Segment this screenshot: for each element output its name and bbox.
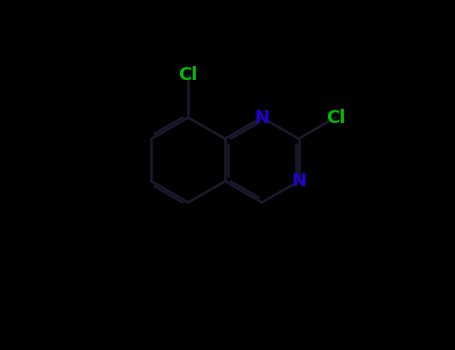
Text: N: N [291,172,306,190]
Text: Cl: Cl [326,108,345,126]
Text: Cl: Cl [178,66,198,84]
Text: N: N [254,108,269,126]
